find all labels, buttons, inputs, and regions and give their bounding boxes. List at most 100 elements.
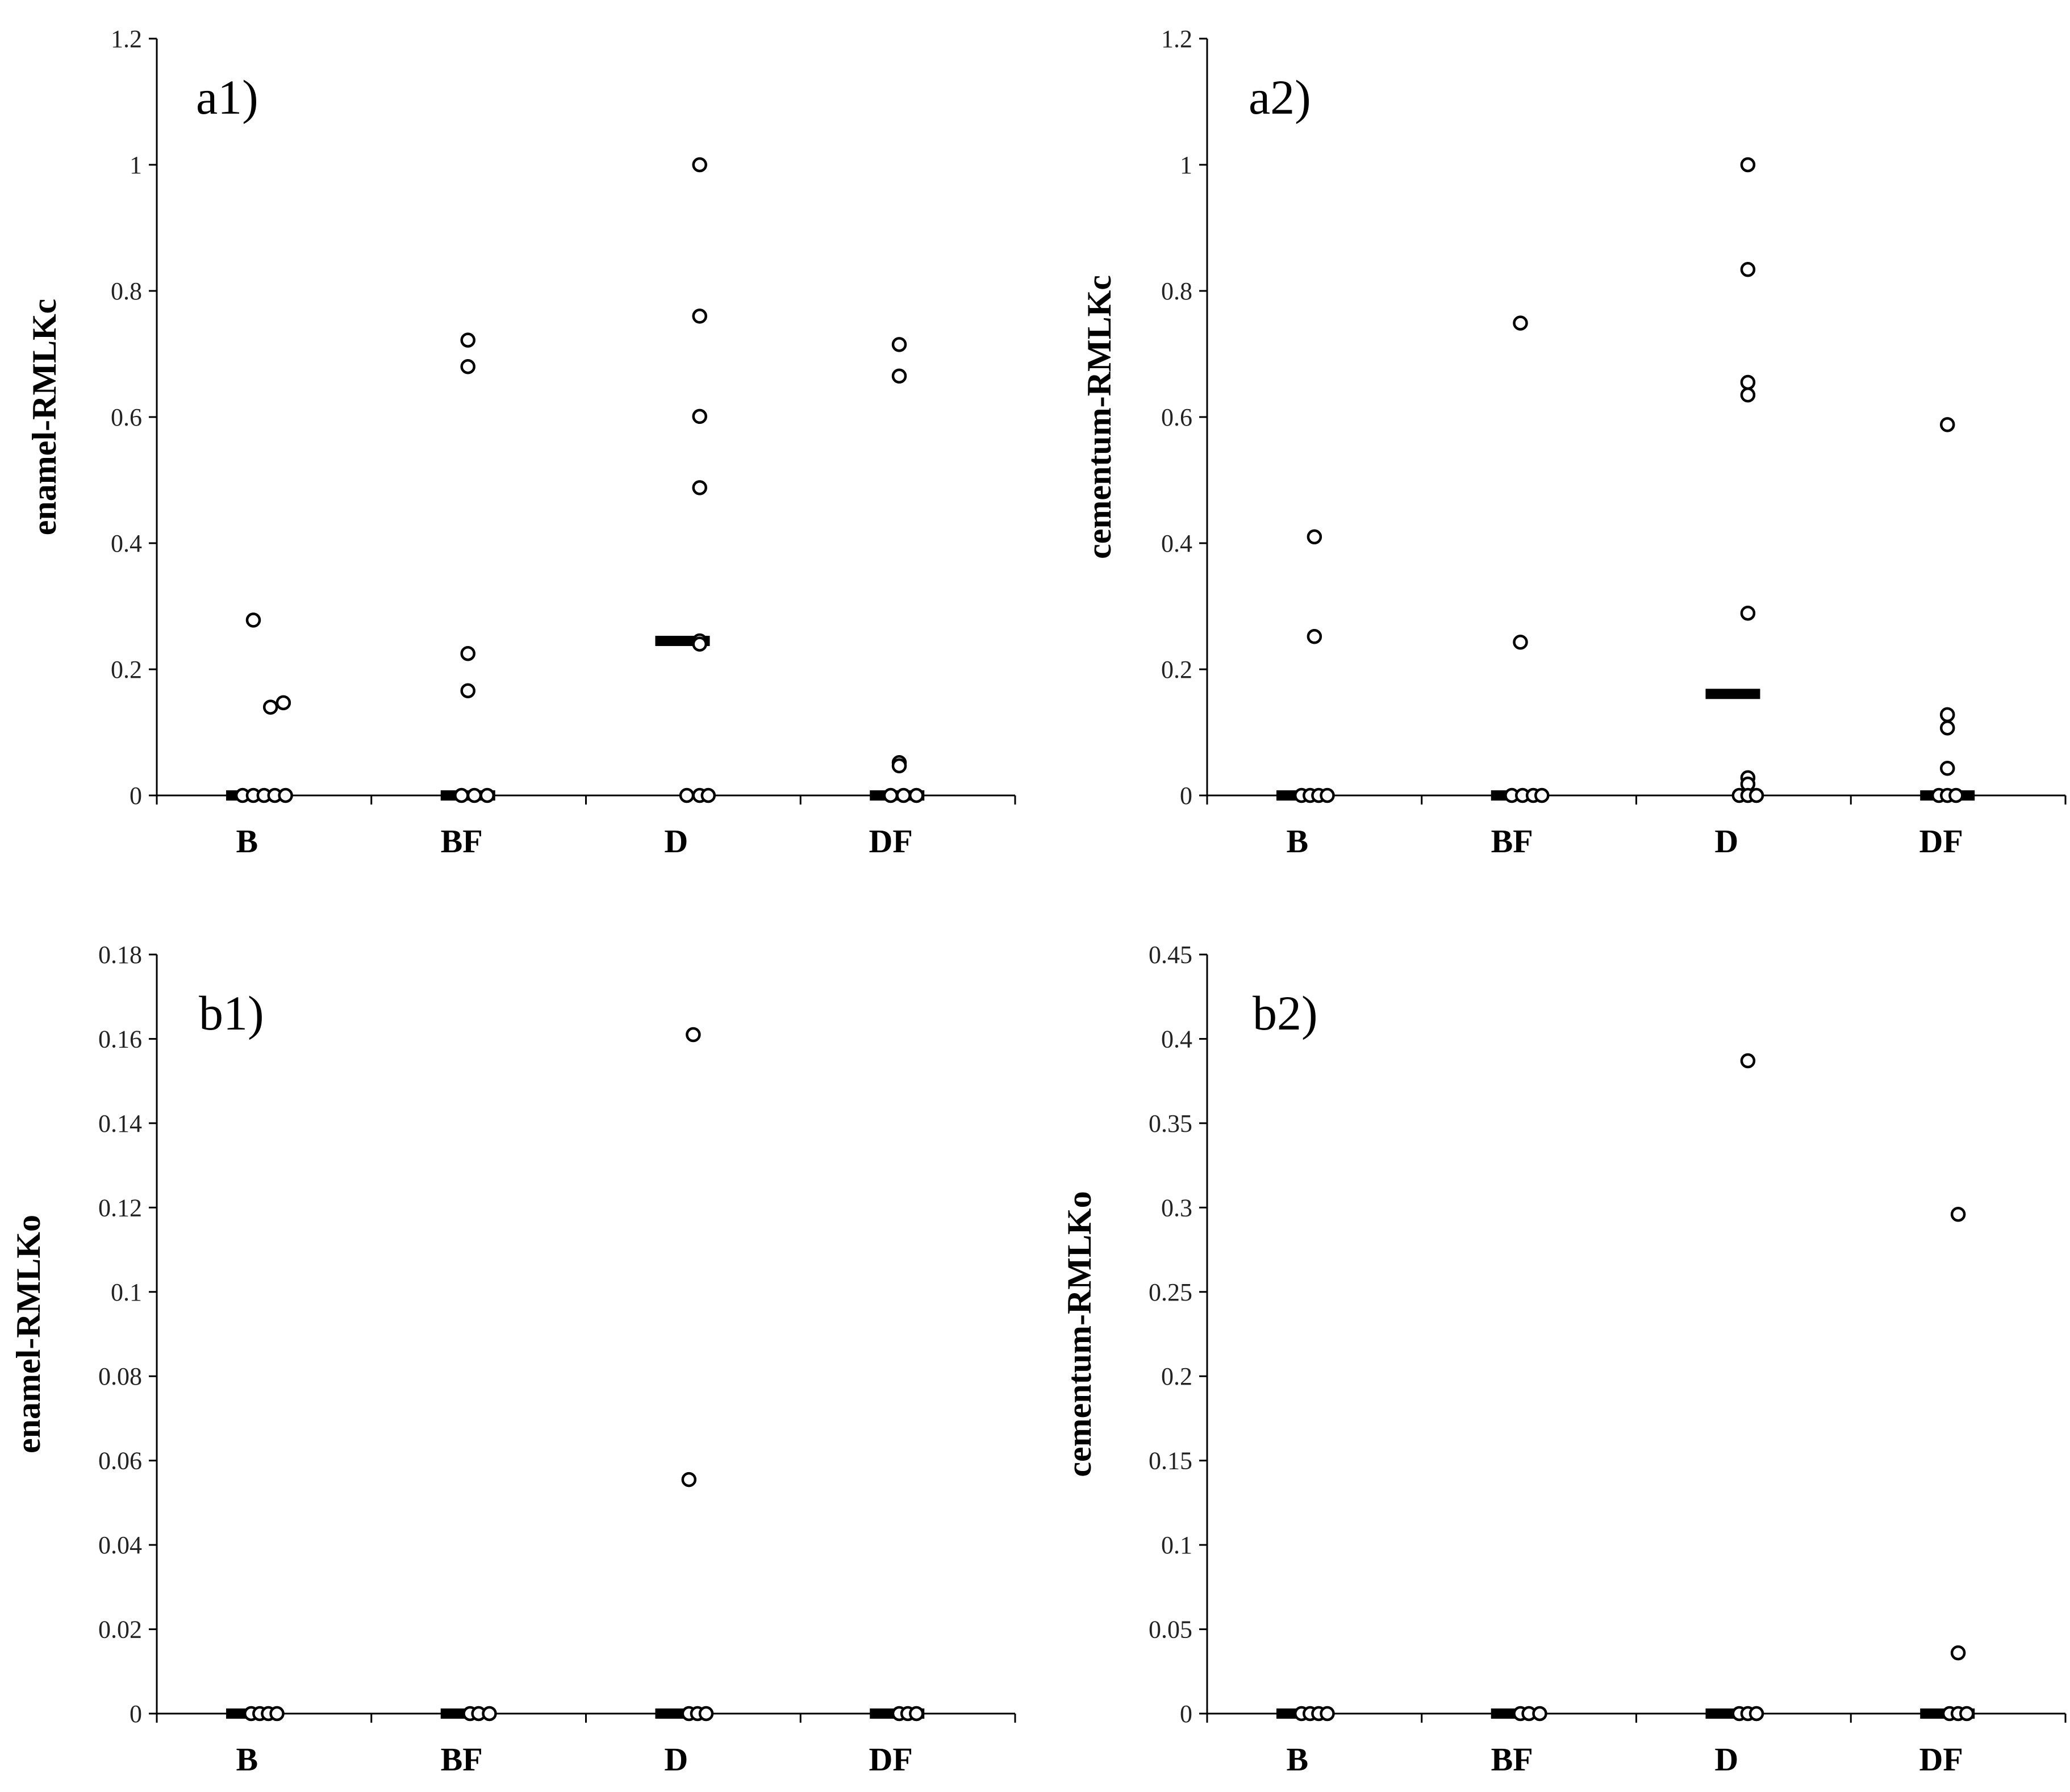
data-point [698, 1706, 714, 1722]
y-tick-label: 0.8 [111, 277, 142, 305]
y-tick-label: 1.2 [1161, 25, 1192, 53]
x-tick-label: D [1714, 1741, 1738, 1778]
x-tick-label: B [1287, 1741, 1309, 1778]
data-point [269, 1706, 285, 1722]
y-tick-label: 1.2 [111, 25, 142, 53]
x-tick-label: BF [1491, 823, 1533, 860]
data-point [692, 480, 707, 495]
data-point [460, 332, 475, 348]
y-tick-label: 0 [130, 782, 142, 810]
y-tick-label: 0.4 [111, 530, 142, 557]
x-tick-label: BF [441, 1741, 483, 1778]
y-tick-label: 0.15 [1149, 1447, 1192, 1475]
data-point [1948, 787, 1964, 803]
x-tick-label: DF [1919, 823, 1963, 860]
data-point [686, 1027, 701, 1043]
y-tick-label: 0.2 [111, 656, 142, 684]
data-point [1950, 1206, 1966, 1222]
y-tick-label: 0.45 [1149, 941, 1192, 969]
panel-4: 0 0.05 0.1 0.15 0.2 0.25 0.3 0.35 0.4 0.45 B BF D DF c… [1061, 941, 2067, 1778]
data-point [245, 612, 261, 628]
y-tick-label: 0.2 [1161, 656, 1192, 684]
x-tick-label: BF [441, 823, 483, 860]
x-tick-label: BF [1491, 1741, 1533, 1778]
data-point [1534, 787, 1550, 803]
data-point [1740, 374, 1756, 390]
data-point [460, 683, 475, 698]
panel-1: 0 0.2 0.4 0.6 0.8 1 1.2 B BF D DF enamel-RMLKc a1) [26, 25, 1016, 860]
x-tick-label: B [236, 1741, 258, 1778]
data-point [896, 787, 911, 803]
y-tick-label: 0.18 [98, 941, 142, 969]
data-point [891, 758, 907, 774]
y-axis-title: cementum-RMLKo [1061, 1191, 1098, 1477]
data-point [681, 1472, 697, 1487]
data-point [1307, 529, 1322, 545]
data-point [1939, 761, 1955, 776]
panel-label: b2) [1253, 986, 1318, 1040]
data-point [1939, 417, 1955, 432]
data-point [1939, 720, 1955, 736]
y-tick-label: 0 [130, 1700, 142, 1728]
y-tick-label: 0.3 [1161, 1194, 1192, 1222]
y-tick-label: 0.2 [1161, 1362, 1192, 1390]
data-point [692, 636, 707, 652]
x-tick-label: D [664, 1741, 688, 1778]
y-tick-label: 1 [1180, 151, 1192, 179]
panel-3: 0 0.02 0.04 0.06 0.08 0.1 0.12 0.14 0.16 0.18 B BF D… [10, 941, 1016, 1778]
y-tick-label: 0.35 [1149, 1110, 1192, 1137]
data-point [1740, 387, 1756, 403]
data-point [479, 787, 495, 803]
data-point [700, 787, 716, 803]
y-axis-title: cementum-RMLKc [1080, 275, 1118, 559]
data-point [1513, 635, 1528, 650]
panel-label: b1) [199, 986, 264, 1040]
x-tick-label: DF [869, 823, 912, 860]
y-axis-title: enamel-RMLKo [10, 1215, 47, 1453]
y-tick-label: 0.02 [98, 1616, 142, 1644]
data-point [891, 337, 907, 352]
data-point [692, 309, 707, 324]
y-tick-label: 0.8 [1161, 277, 1192, 305]
data-point [908, 787, 924, 803]
data-point [460, 359, 475, 374]
data-point [679, 787, 695, 803]
y-tick-label: 0.06 [98, 1447, 142, 1475]
y-tick-label: 0.4 [1161, 1025, 1192, 1053]
x-tick-label: B [236, 823, 258, 860]
x-tick-label: B [1287, 823, 1309, 860]
data-point [1740, 157, 1756, 173]
panel-2: 0 0.2 0.4 0.6 0.8 1 1.2 B BF D DF cementum-RMLKc a2) [1080, 25, 2067, 860]
data-point [454, 787, 469, 803]
y-axis-title: enamel-RMLKc [26, 299, 63, 536]
y-tick-label: 0.6 [1161, 403, 1192, 431]
data-point [1532, 1706, 1547, 1722]
data-point [1320, 787, 1335, 803]
y-tick-label: 0 [1180, 782, 1192, 810]
x-tick-label: D [664, 823, 688, 860]
data-point [891, 368, 907, 384]
y-tick-label: 0.1 [1161, 1531, 1192, 1559]
y-tick-label: 0.14 [98, 1110, 142, 1137]
data-point [1740, 262, 1756, 277]
panel-label: a1) [196, 70, 258, 124]
y-tick-label: 0.4 [1161, 530, 1192, 557]
y-tick-label: 0.04 [98, 1531, 142, 1559]
y-tick-label: 0.6 [111, 403, 142, 431]
panel-label: a2) [1249, 70, 1311, 124]
x-tick-label: D [1714, 823, 1738, 860]
y-tick-label: 0.08 [98, 1362, 142, 1390]
x-tick-label: DF [1919, 1741, 1963, 1778]
y-tick-label: 0.25 [1149, 1278, 1192, 1306]
data-point [908, 1706, 924, 1722]
y-tick-label: 0.1 [111, 1278, 142, 1306]
y-tick-label: 0.16 [98, 1025, 142, 1053]
data-point [1748, 1706, 1764, 1722]
data-point [692, 409, 707, 424]
data-point [482, 1706, 497, 1722]
y-tick-label: 0.12 [98, 1194, 142, 1222]
data-point [883, 787, 899, 803]
data-point [262, 699, 278, 715]
data-point [1939, 707, 1955, 723]
